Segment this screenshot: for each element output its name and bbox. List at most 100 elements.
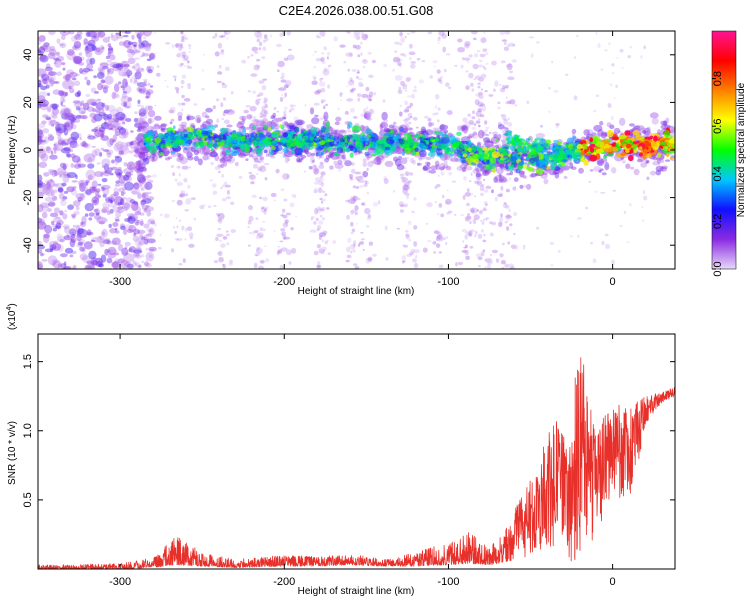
spectrogram-cell: [177, 118, 181, 122]
spectrogram-cell: [434, 130, 440, 135]
spectrogram-cell: [262, 117, 268, 124]
spectrogram-cell: [409, 172, 414, 176]
spectrogram-cell: [250, 73, 258, 77]
spectrogram-cell: [61, 91, 68, 97]
spectrogram-cell: [92, 259, 99, 266]
spectrogram-cell: [252, 163, 259, 169]
spectrogram-cell: [435, 236, 440, 241]
spectrogram-cell: [178, 63, 183, 68]
spectrogram-cell: [405, 230, 409, 233]
spectrogram-cell: [317, 187, 323, 194]
spectrogram-cell: [366, 167, 369, 171]
spectrogram-cell: [549, 241, 554, 245]
spectrogram-cell: [83, 102, 90, 111]
spectrogram-cell: [217, 250, 223, 257]
spectrogram-cell: [143, 127, 146, 130]
spectrogram-cell: [125, 118, 132, 122]
spectrogram-cell: [100, 133, 105, 138]
spectrogram-cell: [124, 246, 128, 250]
spectrogram-cell: [121, 128, 129, 139]
spectrogram-cell: [320, 77, 324, 80]
spectrogram-cell: [66, 69, 75, 76]
spectrogram-cell: [412, 89, 417, 93]
spectrogram-cell: [395, 145, 400, 153]
spectrogram-cell: [263, 209, 267, 215]
spectrogram-cell: [145, 237, 149, 241]
spectrogram-cell: [343, 136, 348, 140]
spectrogram-cell: [480, 103, 485, 107]
spectrogram-cell: [74, 33, 81, 39]
spectrogram-cell: [270, 156, 276, 159]
spectrogram-cell: [318, 232, 324, 237]
spectrogram-cell: [48, 201, 56, 207]
spectrogram-cell: [59, 238, 65, 243]
spectrogram-cell: [181, 102, 186, 106]
spectrogram-cell: [277, 69, 280, 73]
spectrogram-cell: [467, 113, 471, 117]
spectrogram-cell: [466, 215, 472, 219]
spectrogram-cell: [345, 147, 351, 153]
spectrogram-cell: [526, 157, 529, 161]
spectrogram-cell: [403, 54, 407, 58]
spectrogram-cell: [407, 220, 412, 226]
spectrogram-cell: [485, 202, 488, 206]
spectrogram-cell: [415, 126, 419, 129]
spectrogram-cell: [38, 103, 42, 109]
spectrogram-cell: [321, 246, 327, 251]
spectrogram-cell: [258, 92, 264, 97]
spectrogram-cell: [56, 127, 61, 132]
spectrogram-cell: [223, 31, 228, 36]
spectrogram-cell: [384, 146, 391, 151]
spectrogram-cell: [56, 55, 65, 62]
spectrogram-cell: [254, 157, 259, 163]
spectrogram-cell: [109, 208, 114, 214]
spectrogram-cell: [69, 116, 76, 123]
spectrogram-cell: [365, 86, 370, 92]
spectrogram-cell: [619, 224, 623, 228]
spectrogram-cell: [273, 199, 276, 202]
spectrogram-cell: [368, 99, 372, 101]
spectrogram-cell: [81, 115, 88, 120]
spectrogram-cell: [100, 79, 106, 84]
spectrogram-cell: [473, 78, 476, 81]
spectrogram-cell: [576, 34, 579, 38]
spectrogram-cell: [445, 82, 450, 87]
spectrogram-cell: [143, 208, 148, 213]
spectrogram-cell: [95, 190, 100, 197]
spectrogram-cell: [63, 138, 70, 144]
spectrogram-cell: [309, 107, 315, 115]
spectrogram-cell: [115, 230, 120, 234]
spectrogram-cell: [207, 205, 212, 208]
spectrogram-cell: [129, 170, 133, 173]
spectrogram-cell: [472, 131, 478, 136]
spectrogram-cell: [356, 223, 358, 225]
spectrogram-cell: [63, 127, 69, 136]
spectrogram-cell: [409, 56, 412, 61]
spectrogram-cell: [506, 100, 512, 105]
spectrogram-cell: [183, 178, 188, 183]
spectrogram-cell: [349, 77, 353, 82]
spectrogram-cell: [653, 135, 658, 142]
spectrogram-cell: [131, 167, 135, 170]
spectrogram-cell: [321, 101, 324, 104]
spectrogram-cell: [427, 117, 432, 122]
spectrogram-cell: [61, 112, 69, 120]
spectrogram-cell: [366, 117, 373, 121]
spectrogram-cell: [218, 64, 222, 69]
spectrogram-cell: [427, 240, 432, 243]
spectrogram-cell: [122, 186, 127, 191]
spectrogram-cell: [83, 241, 93, 250]
spectrogram-cell: [115, 180, 120, 184]
spectrogram-cell: [133, 252, 140, 257]
spectrogram-cell: [43, 234, 50, 244]
spectrogram-cell: [460, 214, 465, 217]
spectrogram-cell: [75, 193, 85, 200]
spectrogram-cell: [256, 173, 259, 175]
spectrogram-cell: [133, 63, 141, 72]
spectrogram-cell: [206, 124, 216, 130]
spectrogram-cell: [319, 77, 322, 82]
spectrogram-cell: [322, 190, 326, 193]
spectrogram-cell: [207, 153, 212, 158]
spectrogram-cell: [399, 104, 402, 107]
spectrogram-cell: [563, 176, 568, 179]
